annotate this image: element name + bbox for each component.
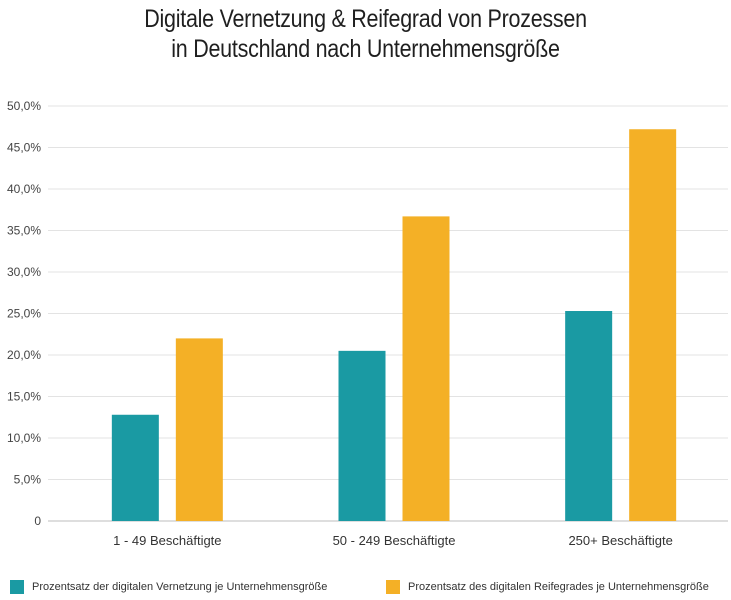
y-tick-label: 45,0%: [7, 141, 41, 155]
bar: [402, 216, 450, 521]
bar-chart: 0 5,0% 10,0% 15,0% 20,0% 25,0% 30,0% 35,0% 40,0%…: [7, 99, 728, 548]
x-axis-labels: 1 - 49 Beschäftigte 50 - 249 Beschäftigte…: [113, 533, 673, 548]
bar: [175, 338, 223, 521]
y-tick-label: 20,0%: [7, 348, 41, 362]
chart-title-line-2: in Deutschland nach Unternehmensgröße: [171, 35, 560, 63]
y-axis-labels: 0 5,0% 10,0% 15,0% 20,0% 25,0% 30,0% 35,0% 40,0%…: [7, 99, 41, 528]
y-tick-label: 10,0%: [7, 431, 41, 445]
y-tick-label: 50,0%: [7, 99, 41, 113]
legend: Prozentsatz der digitalen Vernetzung je …: [0, 578, 731, 600]
legend-item-reifegrad: Prozentsatz des digitalen Reifegrades je…: [386, 580, 709, 594]
gridlines: [48, 105, 728, 522]
y-tick-label: 40,0%: [7, 182, 41, 196]
bars: [111, 129, 677, 522]
bar: [111, 414, 159, 521]
x-tick-label: 250+ Beschäftigte: [568, 533, 672, 548]
y-tick-label: 5,0%: [14, 473, 42, 487]
legend-item-vernetzung: Prozentsatz der digitalen Vernetzung je …: [10, 580, 327, 594]
legend-swatch-vernetzung: [10, 580, 24, 594]
y-tick-label: 35,0%: [7, 224, 41, 238]
x-tick-label: 50 - 249 Beschäftigte: [333, 533, 456, 548]
bar: [565, 311, 613, 521]
bar: [338, 350, 386, 521]
legend-label-reifegrad: Prozentsatz des digitalen Reifegrades je…: [408, 581, 709, 593]
x-tick-label: 1 - 49 Beschäftigte: [113, 533, 221, 548]
y-tick-label: 15,0%: [7, 390, 41, 404]
chart-title: Digitale Vernetzung & Reifegrad von Proz…: [51, 4, 680, 64]
y-tick-label: 25,0%: [7, 307, 41, 321]
legend-swatch-reifegrad: [386, 580, 400, 594]
y-tick-label: 30,0%: [7, 265, 41, 279]
chart-title-line-1: Digitale Vernetzung & Reifegrad von Proz…: [144, 5, 587, 33]
y-tick-label: 0: [34, 514, 41, 528]
bar: [629, 129, 677, 522]
legend-label-vernetzung: Prozentsatz der digitalen Vernetzung je …: [32, 581, 328, 593]
